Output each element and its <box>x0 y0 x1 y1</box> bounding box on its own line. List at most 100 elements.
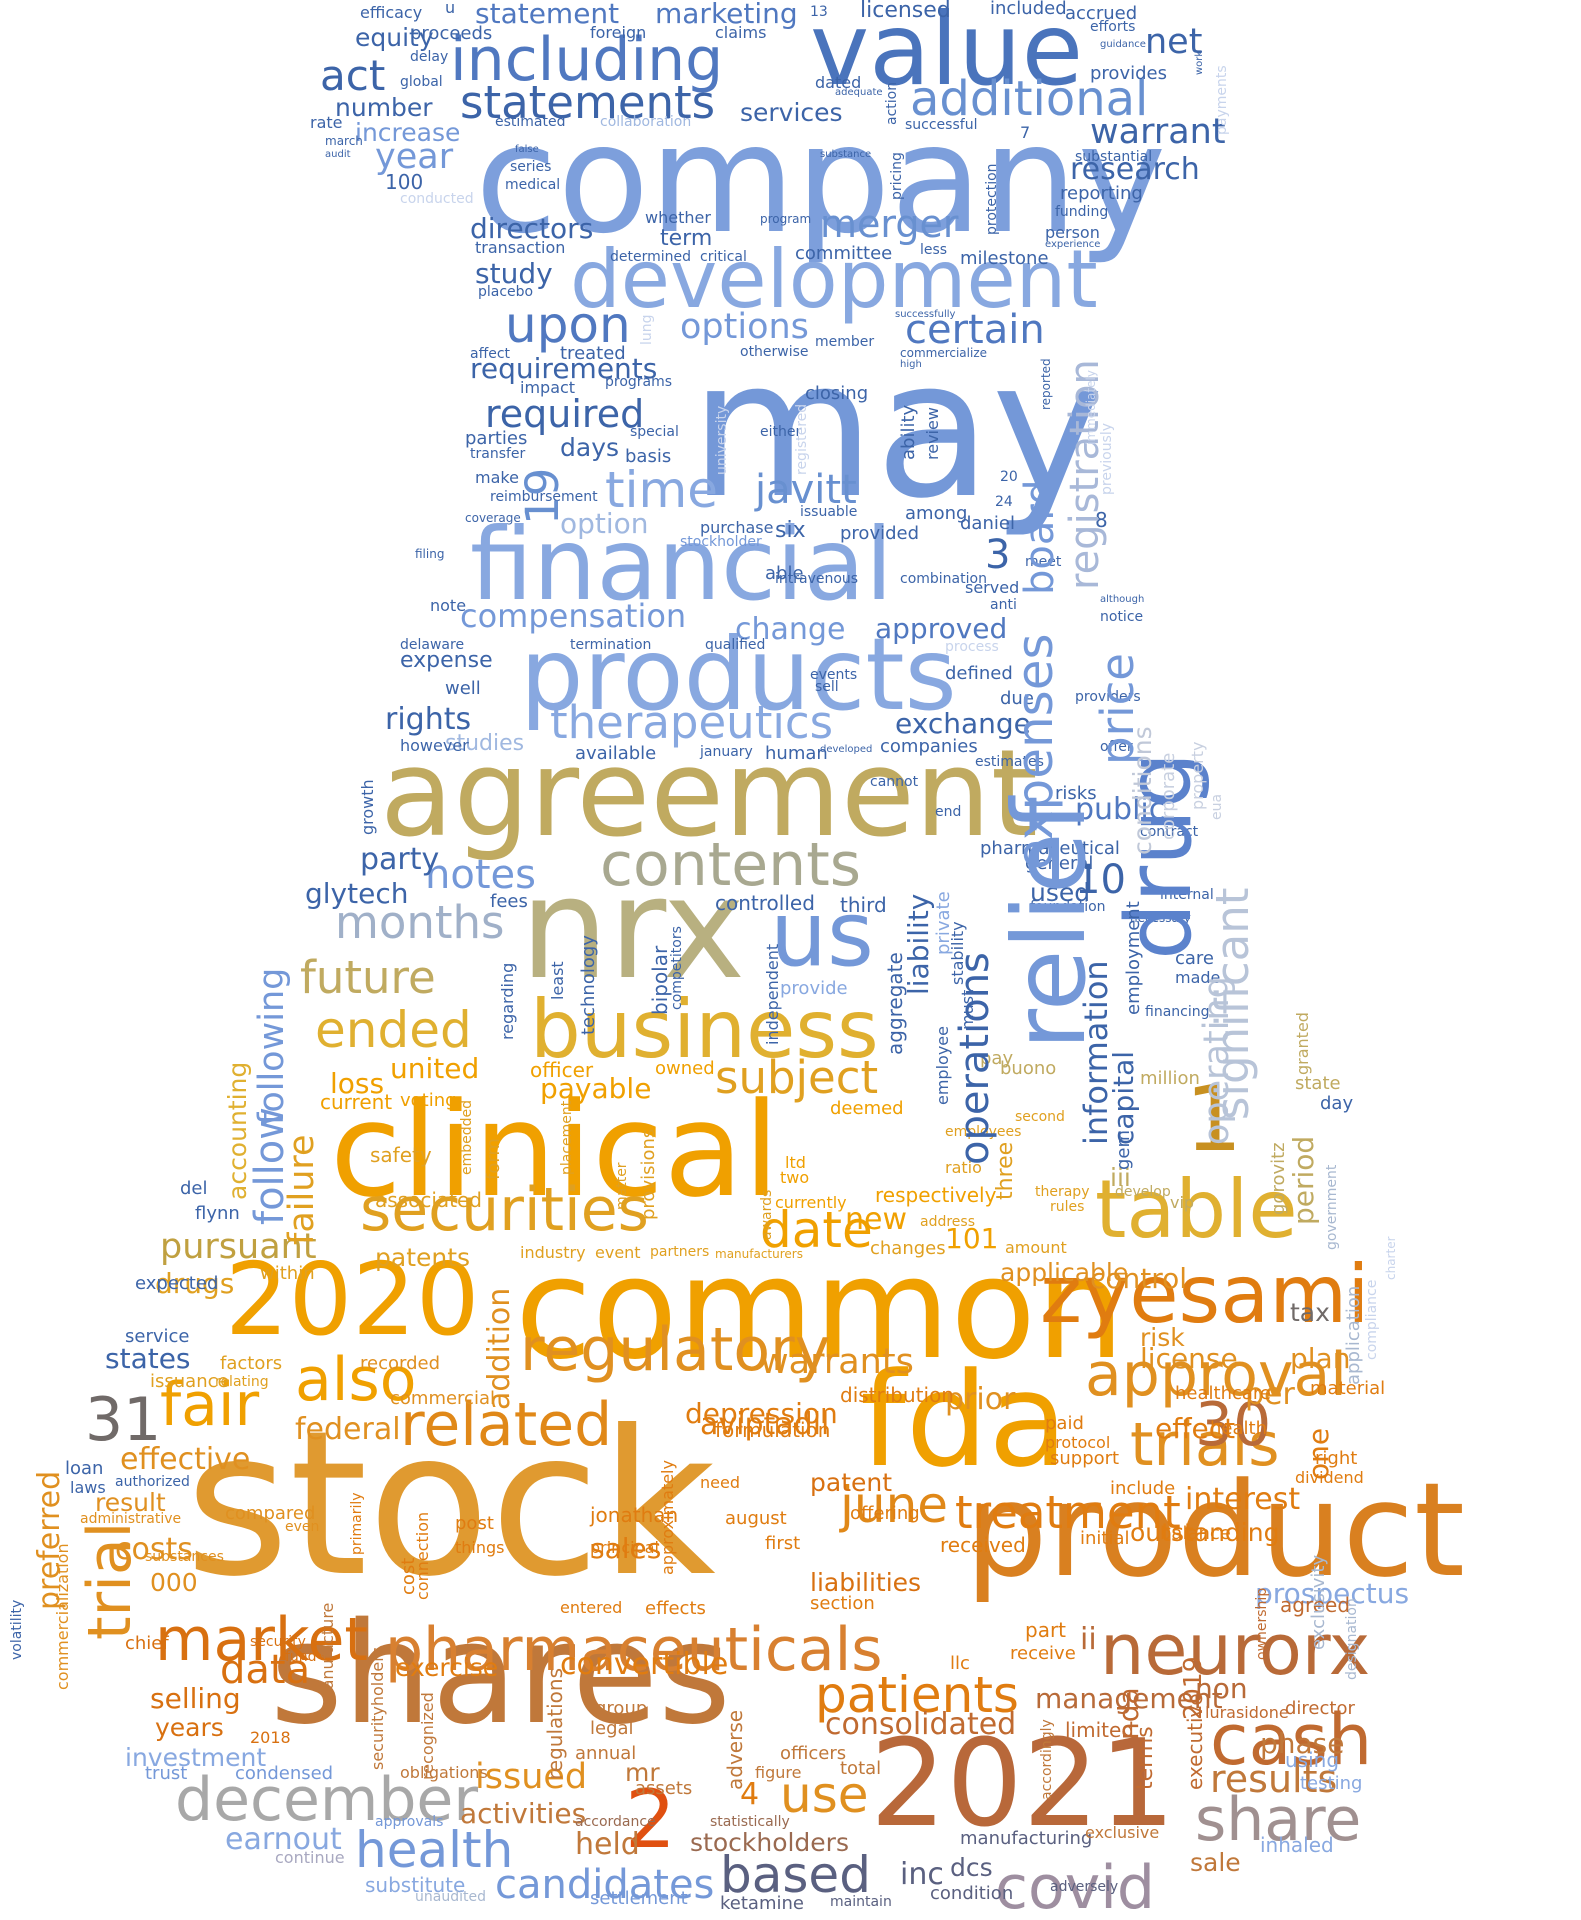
word-also: also <box>295 1345 417 1415</box>
word-sale: sale <box>1190 1848 1241 1877</box>
word-property: property <box>1188 741 1207 811</box>
word-vip: vip <box>1170 1193 1195 1212</box>
word-market: market <box>155 1605 368 1675</box>
word-changes: changes <box>870 1238 946 1259</box>
word-protection: protection <box>984 163 1000 235</box>
word-effect: effect <box>1155 1412 1236 1445</box>
word-risks: risks <box>1055 783 1097 804</box>
word-approvals: approvals <box>375 1814 444 1830</box>
word-offering: offering <box>850 1503 920 1524</box>
word-2018: 2018 <box>250 1728 291 1747</box>
word-otherwise: otherwise <box>740 344 809 360</box>
word-marketing: marketing <box>655 0 798 30</box>
word-closing: closing <box>805 383 869 404</box>
word-selling: selling <box>150 1682 241 1715</box>
word-merger: merger <box>820 202 959 246</box>
word-common: common <box>515 1228 1125 1391</box>
word-employees: employees <box>945 1124 1022 1140</box>
word-held: held <box>575 1827 640 1862</box>
word-defined: defined <box>945 663 1013 684</box>
word-loan: loan <box>65 1458 104 1479</box>
word-rights: rights <box>385 702 472 737</box>
word-receive: receive <box>1010 1643 1076 1664</box>
word-adverse: adverse <box>723 1709 747 1790</box>
word-health: health <box>355 1821 514 1879</box>
word-medical: medical <box>505 177 561 193</box>
word-member: member <box>815 334 875 350</box>
word-sell: sell <box>815 679 839 695</box>
word-buono: buono <box>1000 1058 1057 1079</box>
word-therapeutics: therapeutics <box>550 696 834 749</box>
word-pay: pay <box>980 1048 1014 1069</box>
word-previously: previously <box>1099 422 1115 495</box>
word-risk: risk <box>1140 1323 1185 1352</box>
word-exercise: exercise <box>395 1653 499 1682</box>
word-whether: whether <box>645 208 711 227</box>
word-options: options <box>680 307 809 347</box>
word-compensation: compensation <box>460 597 687 635</box>
word-exchange: exchange <box>895 707 1031 740</box>
word-trials: trials <box>1130 1410 1280 1480</box>
word-current: current <box>320 1090 393 1114</box>
word-treated: treated <box>560 343 626 364</box>
word-fda: fda <box>860 1344 1068 1496</box>
word-form: form <box>483 1138 504 1180</box>
word-following: following <box>252 967 292 1125</box>
word-license: license <box>1140 1342 1238 1375</box>
word-recognized: recognized <box>418 1692 437 1780</box>
word-30: 30 <box>1195 1390 1272 1460</box>
word-amount: amount <box>1005 1238 1067 1257</box>
word-commercialize: commercialize <box>900 346 988 360</box>
word-designation: designation <box>1344 1598 1360 1680</box>
word-due: due <box>1000 688 1034 709</box>
word-used: used <box>1030 878 1091 907</box>
word-activities: activities <box>460 1797 587 1830</box>
word-develop: develop <box>1115 1184 1171 1200</box>
word-million: million <box>1140 1068 1200 1089</box>
word-directors: directors <box>470 212 594 245</box>
word-paid: paid <box>1045 1413 1084 1434</box>
word-event: event <box>595 1243 641 1262</box>
word-7: 7 <box>1020 123 1031 142</box>
word-able: able <box>765 563 804 584</box>
word-agreed: agreed <box>1280 1593 1351 1617</box>
word-well: well <box>445 678 481 699</box>
word-financial: financial <box>470 506 893 623</box>
word-eua: eua <box>1209 793 1225 820</box>
word-controlled: controlled <box>715 891 815 915</box>
word-affect: affect <box>470 346 511 362</box>
word-cash: cash <box>1210 1699 1373 1781</box>
word-required: required <box>485 392 645 436</box>
word-inc: inc <box>900 1857 944 1892</box>
word-contract: contract <box>1140 824 1199 840</box>
word-audit: audit <box>325 149 351 160</box>
word-20: 20 <box>1000 469 1018 485</box>
word-del: del <box>180 1178 208 1199</box>
word-year: year <box>375 137 454 177</box>
word-matter: matter <box>614 1162 630 1210</box>
word-board: board <box>1017 479 1063 595</box>
word-adequate: adequate <box>835 87 883 98</box>
word-stockholders: stockholders <box>690 1828 849 1857</box>
word-party: party <box>360 842 440 877</box>
word-make: make <box>475 468 519 487</box>
word-entered: entered <box>560 1598 623 1617</box>
word-primarily: primarily <box>349 1492 365 1555</box>
word-relating: relating <box>215 1374 269 1390</box>
word-deemed: deemed <box>830 1098 904 1119</box>
word-january: january <box>700 744 753 760</box>
word-warrant: warrant <box>1090 112 1226 152</box>
word-nda: nda <box>1112 1687 1145 1740</box>
word-upon: upon <box>505 296 631 354</box>
word-filing: filing <box>415 547 445 561</box>
word-agreement: agreement <box>380 725 1038 864</box>
word-either: either <box>760 424 802 440</box>
word-condition: condition <box>930 1883 1014 1904</box>
word-human: human <box>765 743 828 764</box>
word-things: things <box>455 1538 505 1557</box>
word-13: 13 <box>810 4 828 20</box>
word-foreign: foreign <box>590 23 647 42</box>
word-included: included <box>990 0 1067 19</box>
word-one: one <box>1302 1427 1335 1480</box>
word-years: years <box>155 1713 224 1742</box>
